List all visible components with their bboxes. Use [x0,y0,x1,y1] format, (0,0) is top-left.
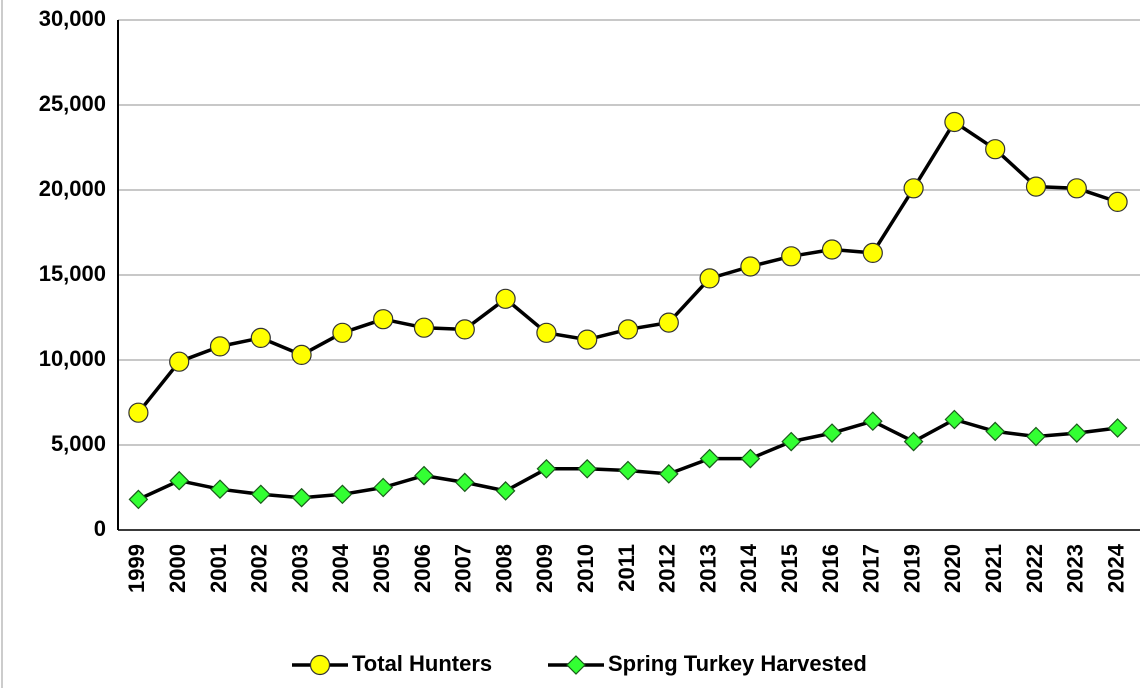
data-point [658,464,679,484]
data-point [944,409,965,430]
x-tick-label: 1999 [124,544,149,593]
data-point [740,448,761,469]
data-point [332,322,353,343]
data-point [985,139,1006,160]
data-point [740,256,761,277]
x-tick-label: 2015 [777,544,802,593]
legend-label: Total Hunters [352,651,492,676]
y-tick-label: 5,000 [51,431,106,456]
data-point [536,458,557,479]
data-point [128,489,149,510]
data-point [658,312,679,333]
data-point [985,421,1006,442]
x-tick-label: 2004 [328,543,353,593]
data-point [495,481,516,501]
data-point [373,477,394,498]
data-point [209,336,231,357]
data-point [291,344,312,365]
data-point [1066,178,1087,199]
data-point [454,319,475,340]
x-tick-label: 2000 [165,544,190,593]
x-tick-label: 2014 [736,543,761,593]
data-point [699,268,720,289]
x-tick-label: 2023 [1063,544,1088,593]
data-point [618,460,638,481]
data-point [250,327,271,348]
data-point [822,423,842,443]
data-point [210,479,230,500]
x-tick-label: 2017 [859,544,884,593]
data-point [1107,191,1128,212]
data-point [1066,423,1087,443]
x-tick-label: 2001 [206,544,231,593]
data-point [250,484,271,505]
x-tick-label: 2019 [899,544,924,593]
data-point [577,329,598,350]
data-point [862,242,883,263]
data-point [903,178,924,199]
data-point [781,431,802,452]
x-tick-label: 2007 [451,544,476,593]
data-point [495,288,516,309]
x-tick-label: 2010 [573,544,598,593]
x-tick-label: 2013 [695,544,720,593]
x-tick-label: 2020 [940,544,965,593]
x-tick-label: 2008 [491,544,516,593]
x-tick-label: 2011 [614,544,639,592]
y-tick-label: 30,000 [39,6,106,31]
data-point [536,322,557,343]
x-tick-label: 2016 [818,544,843,593]
data-point [862,411,883,432]
data-point [944,111,965,133]
y-tick-label: 10,000 [39,346,106,371]
y-tick-label: 25,000 [39,91,106,116]
legend-label: Spring Turkey Harvested [608,651,867,676]
x-tick-label: 2003 [287,544,312,593]
y-tick-label: 20,000 [39,176,106,201]
x-tick-label: 2022 [1022,544,1047,593]
data-point [413,317,435,338]
data-point [332,484,353,505]
x-tick-label: 2024 [1103,543,1128,593]
data-point [821,239,843,260]
x-tick-label: 2006 [410,544,435,593]
data-point [1026,426,1046,447]
data-point [903,431,924,452]
x-tick-label: 2005 [369,544,394,593]
x-tick-label: 2012 [655,544,680,593]
x-tick-label: 2009 [532,544,557,593]
data-point [373,309,394,330]
data-point [454,472,475,493]
data-point [617,319,639,340]
data-point [414,465,434,486]
data-point [781,246,802,267]
legend-marker [309,654,331,676]
data-point [128,402,149,423]
data-point [699,448,720,469]
y-tick-label: 15,000 [39,261,106,286]
x-tick-label: 2002 [247,544,272,593]
data-point [1107,418,1128,438]
data-point [291,487,312,508]
data-point [169,351,190,372]
data-point [1025,176,1047,197]
data-point [577,458,598,479]
data-point [169,470,190,491]
x-tick-label: 2021 [981,544,1006,593]
legend-marker [566,655,586,675]
y-tick-label: 0 [94,516,106,541]
